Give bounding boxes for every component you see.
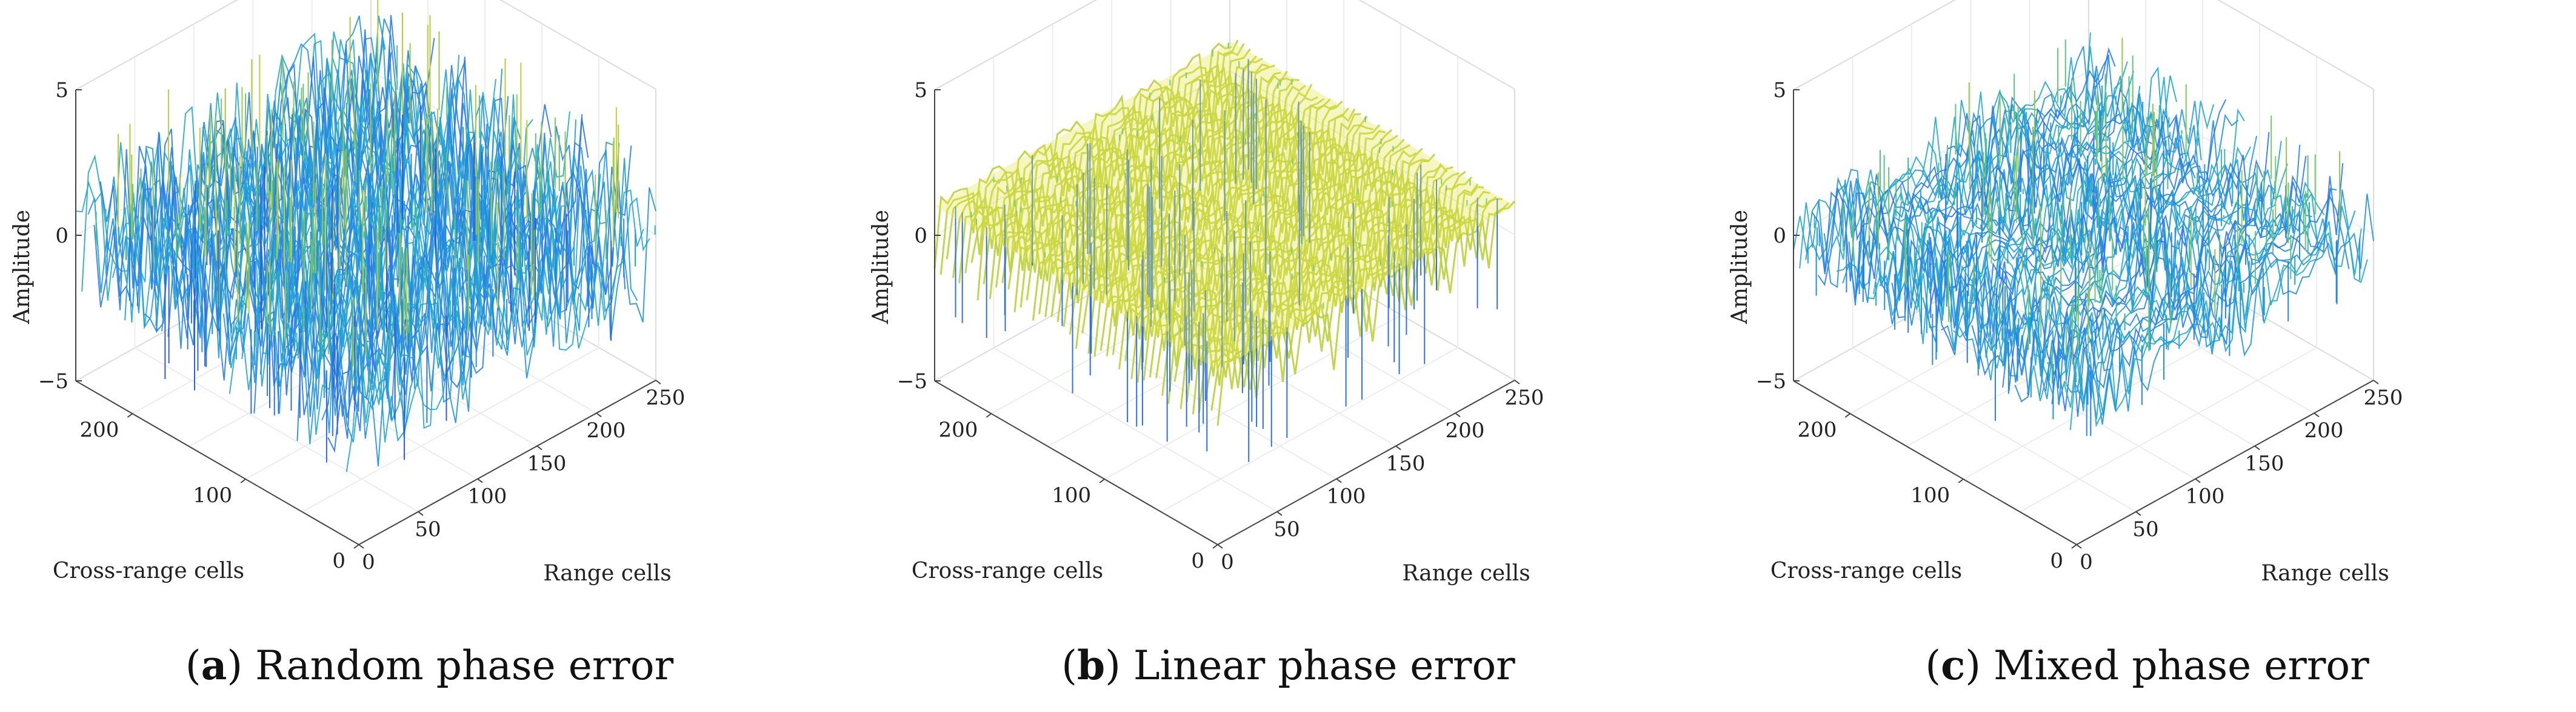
x-axis-label: Range cells (543, 561, 671, 586)
caption-letter: a (201, 642, 227, 689)
panel-caption: (b) Linear phase error (1061, 642, 1515, 689)
y-tick-label: 200 (938, 418, 978, 442)
x-tick-label: 250 (2364, 386, 2403, 410)
y-tick-label: 200 (1797, 418, 1837, 442)
surface (933, 39, 1516, 462)
axes: 0 50 100 150 200 250 0 100 200 −5 0 5 (38, 78, 686, 574)
caption-title: Linear phase error (1133, 642, 1515, 689)
z-tick-label: 0 (1773, 224, 1786, 248)
x-tick-label: 100 (1327, 485, 1366, 509)
z-axis-label: Amplitude (10, 210, 35, 324)
x-tick-label: 100 (2186, 485, 2225, 509)
x-axis-label: Range cells (2261, 561, 2389, 586)
axes: 0 50 100 150 200 250 0 100 200 −5 0 5 (897, 78, 1544, 574)
caption-title: Mixed phase error (1994, 642, 2369, 689)
surface-plot: 0 50 100 150 200 250 0 100 200 −5 0 5 Range cells Cro… (1727, 0, 2403, 586)
z-tick-label: −5 (1756, 369, 1786, 394)
panel-linear-phase: 0 50 100 150 200 250 0 100 200 −5 0 5 Range cells Cro… (859, 0, 1718, 712)
x-tick-label: 0 (2080, 550, 2093, 574)
x-tick-label: 150 (527, 451, 567, 475)
z-tick-label: 5 (55, 78, 68, 102)
surface (1793, 32, 2374, 436)
x-tick-label: 250 (1505, 386, 1544, 410)
y-axis-label: Cross-range cells (53, 559, 244, 583)
panel-caption: (a) Random phase error (185, 642, 674, 689)
z-axis-label: Amplitude (869, 210, 893, 324)
axes: 0 50 100 150 200 250 0 100 200 −5 0 5 (1756, 78, 2403, 574)
z-axis-label: Amplitude (1727, 210, 1752, 324)
panel-caption: (c) Mixed phase error (1925, 642, 2369, 689)
x-tick-label: 100 (468, 485, 507, 509)
caption-letter: c (1941, 642, 1966, 689)
z-tick-label: 0 (914, 224, 927, 248)
y-tick-label: 200 (79, 418, 119, 442)
y-tick-label: 0 (2050, 549, 2063, 573)
x-tick-label: 0 (1221, 550, 1234, 574)
y-tick-label: 0 (332, 549, 345, 573)
z-tick-label: 5 (914, 78, 927, 102)
surface-plot: 0 50 100 150 200 250 0 100 200 −5 0 5 Range cells Cro… (869, 0, 1544, 586)
surface-plot: 0 50 100 150 200 250 0 100 200 −5 0 5 Range cells Cro… (10, 0, 686, 586)
x-tick-label: 150 (2245, 451, 2284, 475)
x-tick-label: 200 (1446, 418, 1485, 443)
z-tick-label: 0 (55, 224, 68, 248)
y-tick-label: 100 (1052, 483, 1091, 508)
y-axis-label: Cross-range cells (1770, 559, 1962, 583)
x-tick-label: 150 (1386, 451, 1426, 475)
z-tick-label: −5 (897, 369, 927, 394)
y-tick-label: 100 (1910, 483, 1950, 508)
x-tick-label: 50 (415, 517, 441, 542)
z-tick-label: 5 (1773, 78, 1786, 102)
axes-grid (1793, 0, 2374, 512)
surface (75, 0, 656, 472)
x-tick-label: 0 (362, 550, 375, 574)
y-axis-label: Cross-range cells (912, 559, 1103, 583)
x-tick-label: 50 (1273, 517, 1300, 542)
z-tick-label: −5 (38, 369, 68, 394)
panel-mixed-phase: 0 50 100 150 200 250 0 100 200 −5 0 5 Range cells Cro… (1718, 0, 2576, 712)
x-axis-label: Range cells (1402, 561, 1530, 586)
y-tick-label: 0 (1191, 549, 1204, 573)
caption-letter: b (1077, 642, 1106, 689)
x-tick-label: 200 (587, 418, 626, 443)
x-tick-label: 250 (646, 386, 686, 410)
x-tick-label: 50 (2132, 517, 2158, 542)
caption-title: Random phase error (255, 642, 674, 689)
panel-random-phase: 0 50 100 150 200 250 0 100 200 −5 0 5 Range cells Cro… (0, 0, 859, 712)
y-tick-label: 100 (193, 483, 232, 508)
x-tick-label: 200 (2304, 418, 2344, 443)
